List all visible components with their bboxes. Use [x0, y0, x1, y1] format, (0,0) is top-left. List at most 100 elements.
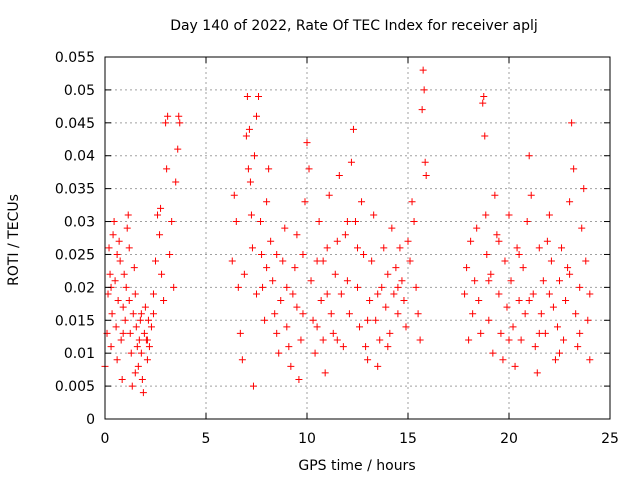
data-point [115, 237, 123, 245]
data-point [529, 290, 537, 298]
data-point [420, 86, 428, 94]
data-point [558, 244, 566, 252]
data-point [388, 224, 396, 232]
data-point [230, 191, 238, 199]
data-point [281, 224, 289, 232]
data-point [400, 297, 408, 305]
data-point [505, 336, 513, 344]
data-point [283, 323, 291, 331]
data-point [244, 165, 252, 173]
data-point [259, 283, 267, 291]
data-point [176, 119, 184, 127]
data-point [586, 356, 594, 364]
data-point [136, 316, 144, 324]
y-axis-label: ROTI / TECUs [6, 194, 22, 286]
data-point [106, 270, 114, 278]
y-tick-label: 0.02 [64, 280, 95, 296]
data-point [132, 323, 140, 331]
data-point [329, 329, 337, 337]
data-point [406, 257, 414, 265]
data-point [255, 92, 263, 100]
data-point [122, 283, 130, 291]
data-point [549, 303, 557, 311]
y-tick-label: 0.005 [55, 379, 95, 395]
data-point [535, 244, 543, 252]
data-point [545, 290, 553, 298]
data-point [149, 290, 157, 298]
data-point [372, 316, 380, 324]
data-point [110, 218, 118, 226]
data-point [243, 92, 251, 100]
data-point [539, 277, 547, 285]
data-point [125, 244, 133, 252]
data-point [333, 237, 341, 245]
data-point [293, 231, 301, 239]
data-point [123, 224, 131, 232]
data-point [489, 349, 497, 357]
data-point [584, 316, 592, 324]
y-tick-label: 0.055 [55, 50, 95, 66]
data-point [545, 211, 553, 219]
data-point [578, 224, 586, 232]
data-point [551, 356, 559, 364]
data-point [501, 257, 509, 265]
data-point [154, 211, 162, 219]
data-point [269, 277, 277, 285]
data-point [465, 336, 473, 344]
data-point [114, 297, 122, 305]
data-point [337, 290, 345, 298]
data-point [246, 178, 254, 186]
data-point [517, 336, 525, 344]
y-tick-label: 0.045 [55, 116, 95, 132]
data-point [469, 310, 477, 318]
data-point [366, 297, 374, 305]
data-point [144, 316, 152, 324]
data-point [263, 198, 271, 206]
data-point [258, 250, 266, 258]
data-point [368, 257, 376, 265]
data-point [370, 211, 378, 219]
data-point [347, 158, 355, 166]
data-point [108, 310, 116, 318]
data-point [166, 250, 174, 258]
data-point [116, 257, 124, 265]
data-point [513, 244, 521, 252]
grid [105, 57, 610, 419]
data-point [349, 125, 357, 133]
data-point [113, 356, 121, 364]
data-point [242, 132, 250, 140]
data-point [543, 237, 551, 245]
x-tick-label: 10 [298, 431, 316, 447]
data-point [499, 356, 507, 364]
data-point [556, 349, 563, 357]
data-point [253, 112, 260, 120]
data-point [351, 218, 359, 226]
data-point [319, 336, 327, 344]
data-point [164, 112, 172, 120]
data-point [145, 343, 153, 351]
data-point [503, 303, 511, 311]
data-point [140, 329, 148, 337]
data-point [138, 376, 146, 384]
data-point [323, 290, 331, 298]
data-point [163, 165, 171, 173]
y-tick-label: 0.05 [64, 83, 95, 99]
data-point [149, 310, 157, 318]
y-tick-label: 0.04 [64, 149, 95, 165]
data-point [289, 290, 297, 298]
data-point [119, 329, 127, 337]
data-point [410, 218, 418, 226]
data-point [564, 264, 572, 272]
data-point [533, 369, 541, 377]
data-point [307, 277, 315, 285]
data-point [291, 264, 299, 272]
data-point [118, 376, 126, 384]
data-point [253, 290, 260, 298]
data-point [364, 316, 372, 324]
data-point [135, 336, 143, 344]
data-point [299, 250, 307, 258]
data-point [305, 165, 313, 173]
data-point [303, 139, 311, 147]
data-point [238, 356, 246, 364]
data-point [384, 270, 392, 278]
